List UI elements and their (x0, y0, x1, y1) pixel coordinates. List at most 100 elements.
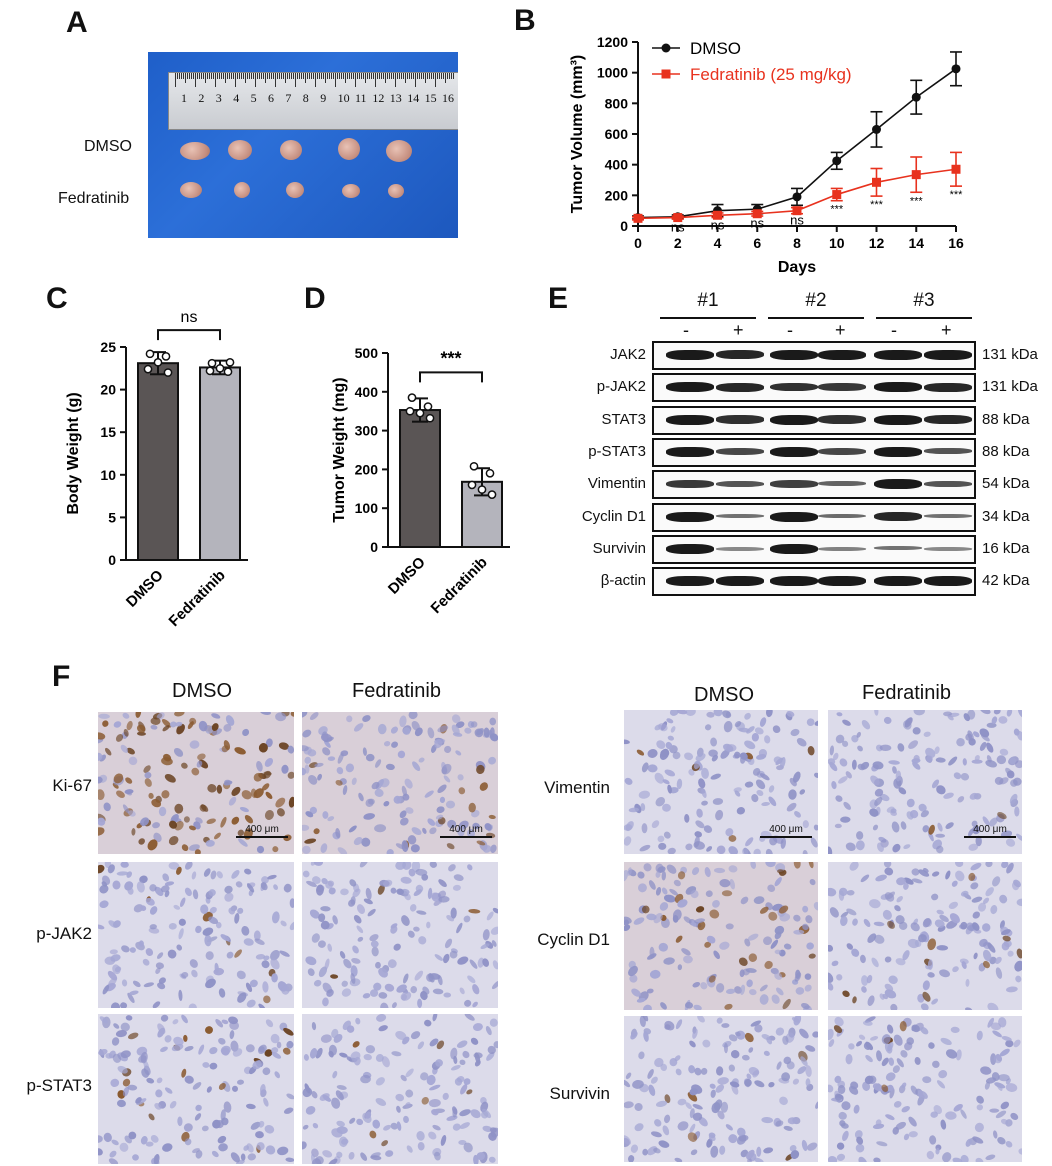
ihc-nucleus (693, 1004, 702, 1010)
ihc-nucleus (974, 1122, 984, 1133)
ihc-nucleus (745, 968, 757, 973)
ihc-nucleus (429, 1038, 439, 1047)
ihc-nucleus (815, 1100, 818, 1109)
ihc-nucleus (994, 956, 1002, 964)
ihc-nucleus (647, 1069, 654, 1079)
ihc-nucleus (813, 824, 818, 831)
ihc-nucleus (903, 1133, 910, 1141)
ruler-tick (385, 73, 386, 83)
ihc-nucleus (150, 717, 161, 725)
ihc-nucleus (974, 755, 980, 761)
ihc-nucleus (383, 741, 391, 747)
ihc-nucleus (439, 796, 446, 803)
ruler-tick (255, 73, 256, 87)
ihc-nucleus (373, 982, 382, 991)
ihc-nucleus (938, 1070, 948, 1079)
ihc-nucleus (884, 867, 894, 876)
ihc-nucleus (937, 822, 943, 832)
y-tick-label: 20 (100, 382, 116, 398)
ihc-nucleus (840, 1123, 849, 1129)
ihc-nucleus (224, 892, 234, 902)
ihc-nucleus (684, 814, 690, 823)
ihc-nucleus (651, 820, 660, 829)
ihc-nucleus (630, 1144, 639, 1153)
ihc-nucleus (736, 807, 746, 815)
ihc-nucleus (98, 752, 103, 761)
ihc-image (98, 862, 294, 1008)
ruler-tick (283, 73, 284, 79)
ruler-tick (289, 73, 290, 79)
ihc-nucleus (437, 725, 449, 733)
ihc-nucleus (655, 871, 661, 878)
ihc-nucleus (382, 879, 393, 887)
ihc-nucleus (968, 843, 979, 851)
ihc-nucleus (241, 790, 252, 800)
ihc-nucleus (178, 989, 183, 1002)
ihc-nucleus (901, 1106, 910, 1113)
ihc-nucleus (195, 1150, 203, 1159)
ihc-nucleus (191, 767, 200, 776)
ihc-nucleus (834, 823, 842, 829)
ihc-nucleus (400, 1074, 407, 1082)
ruler-tick (239, 73, 240, 79)
ihc-nucleus (887, 920, 895, 929)
scale-bar-label: 400 μm (449, 824, 483, 835)
ihc-nucleus (624, 836, 632, 846)
ruler-tick (205, 73, 206, 83)
ihc-nucleus (694, 831, 702, 838)
ruler-tick (183, 73, 184, 79)
ihc-nucleus (948, 756, 958, 766)
ihc-nucleus (107, 970, 118, 981)
data-point (713, 210, 722, 220)
ihc-nucleus (313, 979, 322, 987)
ihc-nucleus (965, 978, 970, 987)
ihc-nucleus (149, 924, 157, 930)
ihc-nucleus (654, 772, 665, 784)
x-tick-label: 4 (714, 235, 722, 251)
ihc-nucleus (443, 992, 452, 998)
category-label: DMSO (385, 554, 429, 598)
ihc-nucleus (996, 755, 1007, 765)
panel-label-d: D (304, 282, 326, 315)
f-left-col-fedratinib: Fedratinib (352, 680, 441, 702)
ihc-nucleus (873, 934, 885, 944)
ihc-nucleus (309, 909, 320, 919)
ruler-tick (237, 73, 238, 79)
ihc-nucleus (241, 925, 250, 936)
ihc-nucleus (950, 1026, 960, 1033)
ihc-nucleus (706, 935, 716, 944)
ihc-nucleus (833, 1025, 843, 1034)
ihc-nucleus (346, 1025, 355, 1033)
ihc-nucleus (286, 1040, 294, 1049)
ihc-nucleus (188, 825, 196, 831)
ihc-nucleus (928, 824, 935, 835)
ihc-nucleus (715, 1084, 725, 1093)
ihc-nucleus (279, 950, 290, 957)
ihc-nucleus (383, 801, 390, 807)
blot-band (770, 382, 818, 392)
ihc-nucleus (377, 884, 385, 895)
ihc-nucleus (194, 849, 201, 854)
ruler-tick (187, 73, 188, 79)
ihc-nucleus (701, 788, 707, 798)
ihc-nucleus (640, 803, 646, 812)
blot-protein-label: STAT3 (601, 410, 646, 428)
blot-band (924, 382, 972, 392)
ihc-nucleus (353, 915, 362, 924)
blot-band (666, 576, 714, 587)
ihc-nucleus (639, 844, 651, 852)
ihc-nucleus (908, 1131, 918, 1138)
x-tick-label: 0 (634, 235, 642, 251)
bar (399, 409, 441, 549)
blot-band (770, 350, 818, 360)
ihc-nucleus (932, 1060, 940, 1068)
blot-band (818, 481, 866, 487)
ihc-nucleus (428, 1131, 437, 1140)
ruler-tick (181, 73, 182, 79)
ihc-nucleus (192, 889, 199, 900)
blot-band (770, 576, 818, 587)
ihc-nucleus (697, 921, 706, 931)
ihc-nucleus (155, 1089, 163, 1098)
ihc-nucleus (945, 1049, 958, 1059)
ihc-nucleus (120, 862, 129, 868)
